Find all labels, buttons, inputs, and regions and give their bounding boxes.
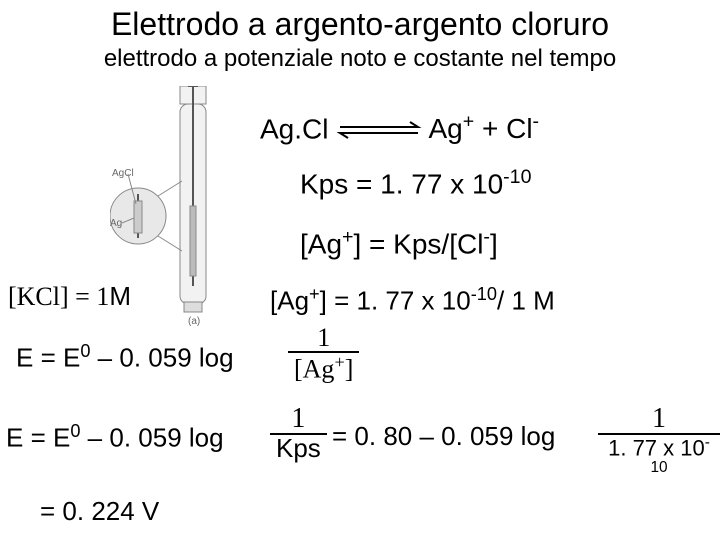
final-result: = 0. 224 V [40, 496, 159, 527]
fraction-2: 1 Kps [270, 404, 327, 463]
mid-result: = 0. 80 – 0. 059 log [332, 421, 555, 452]
ag-value: [Ag+] = 1. 77 x 10-10/ 1 M [270, 284, 555, 317]
kcl-concentration: [KCl] = 1M [8, 281, 131, 312]
reaction-left: Ag.Cl [260, 113, 328, 144]
reaction-equation: Ag.Cl Ag+ + Cl- [260, 111, 539, 147]
kps-value: Kps = 1. 77 x 10-10 [300, 166, 531, 200]
fraction-3: 1 1. 77 x 10-10 [598, 404, 720, 484]
fraction-1: 1 [Ag+] [288, 324, 359, 383]
slide-title: Elettrodo a argento-argento cloruro [0, 6, 720, 43]
label-agcl: AgCl [112, 168, 134, 179]
nernst-line-1: E = E0 – 0. 059 log [16, 341, 234, 374]
reaction-right: Ag+ + Cl- [428, 113, 539, 144]
ag-equation: [Ag+] = Kps/[Cl-] [300, 226, 498, 260]
equilibrium-arrow-icon [336, 115, 422, 147]
label-a: (a) [188, 316, 200, 327]
slide-subtitle: elettrodo a potenziale noto e costante n… [0, 45, 720, 73]
label-ag: Ag [110, 218, 122, 229]
nernst-line-2: E = E0 – 0. 059 log [6, 421, 224, 454]
